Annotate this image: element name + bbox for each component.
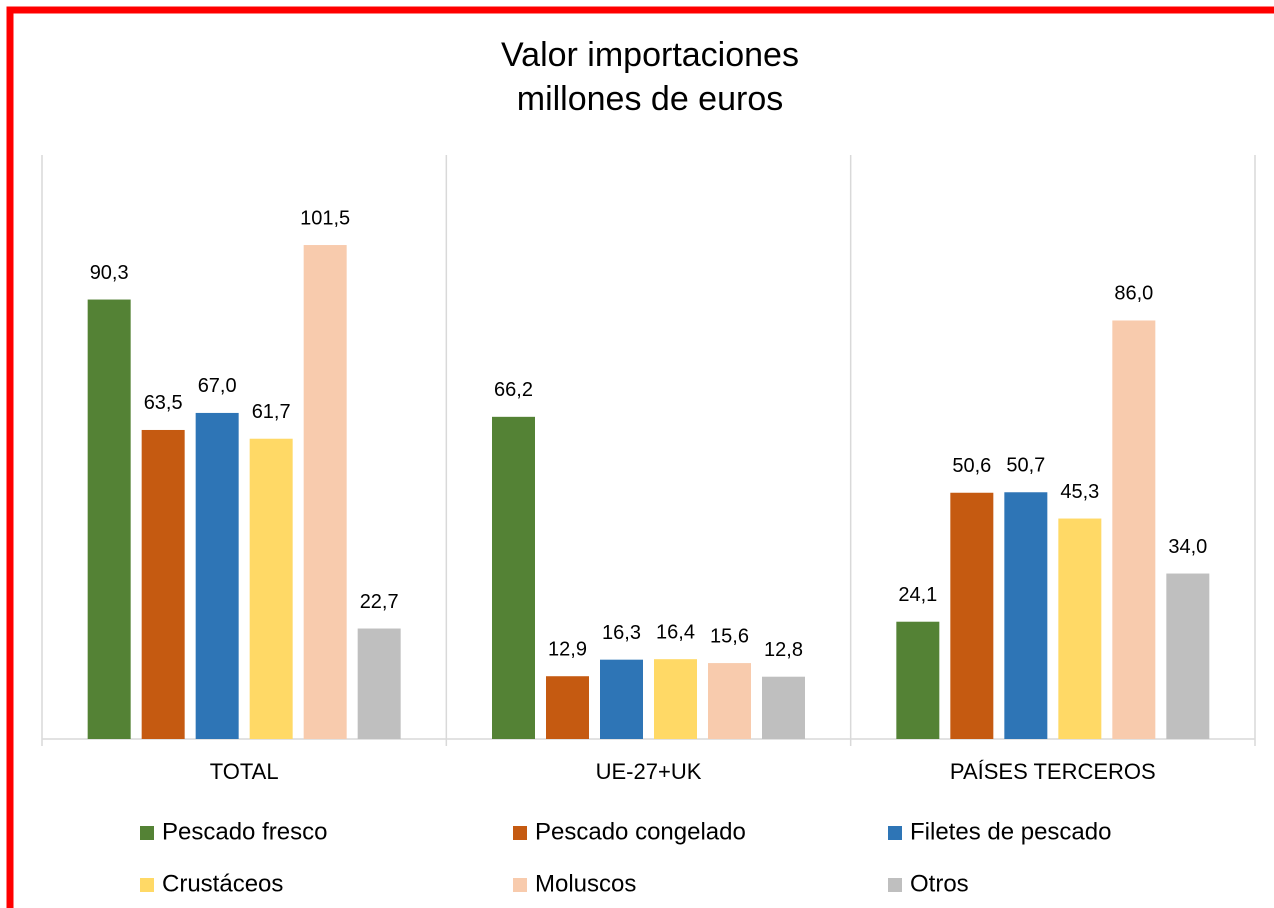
legend-swatch — [140, 878, 154, 892]
data-label: 34,0 — [1168, 536, 1207, 558]
bar — [195, 412, 239, 739]
bar — [141, 429, 185, 739]
bar — [950, 492, 994, 739]
data-label: 15,6 — [710, 625, 749, 647]
data-label: 12,9 — [548, 639, 587, 661]
legend-label: Otros — [910, 870, 969, 897]
legend-swatch — [513, 878, 527, 892]
legend-swatch — [888, 826, 902, 840]
bar — [87, 299, 131, 739]
bar — [708, 663, 751, 739]
bar — [762, 676, 805, 739]
data-label: 66,2 — [494, 379, 533, 401]
data-label: 12,8 — [764, 639, 803, 661]
legend-swatch — [888, 878, 902, 892]
bar — [654, 659, 697, 739]
data-label: 24,1 — [898, 584, 937, 606]
bar — [600, 659, 643, 739]
x-tick-label: PAÍSES TERCEROS — [950, 759, 1156, 784]
bar — [546, 676, 589, 739]
data-label: 22,7 — [360, 591, 399, 613]
bar — [492, 416, 535, 739]
frame — [6, 6, 1274, 908]
data-label: 61,7 — [252, 401, 291, 423]
legend-swatch — [513, 826, 527, 840]
data-label: 67,0 — [198, 375, 237, 397]
bar — [357, 628, 401, 739]
legend-swatch — [140, 826, 154, 840]
bar — [1004, 492, 1048, 739]
data-label: 101,5 — [300, 207, 350, 229]
data-label: 63,5 — [144, 392, 183, 414]
data-label: 16,3 — [602, 622, 641, 644]
data-label: 45,3 — [1060, 481, 1099, 503]
legend-label: Pescado congelado — [535, 818, 746, 845]
legend-label: Crustáceos — [162, 870, 283, 897]
legend-label: Moluscos — [535, 870, 636, 897]
data-label: 50,7 — [1006, 455, 1045, 477]
chart-subtitle: millones de euros — [517, 80, 783, 118]
bar — [1112, 320, 1156, 739]
x-tick-label: UE-27+UK — [596, 759, 702, 784]
bar — [896, 621, 940, 739]
chart-title: Valor importaciones — [501, 36, 799, 74]
x-tick-label: TOTAL — [210, 759, 279, 784]
data-label: 16,4 — [656, 621, 695, 643]
legend-label: Pescado fresco — [162, 818, 327, 845]
bar — [303, 245, 347, 740]
data-label: 90,3 — [90, 262, 129, 284]
legend-label: Filetes de pescado — [910, 818, 1111, 845]
data-label: 86,0 — [1114, 283, 1153, 305]
bar — [249, 438, 293, 739]
bar — [1166, 573, 1210, 739]
bar — [1058, 518, 1102, 739]
data-label: 50,6 — [952, 455, 991, 477]
